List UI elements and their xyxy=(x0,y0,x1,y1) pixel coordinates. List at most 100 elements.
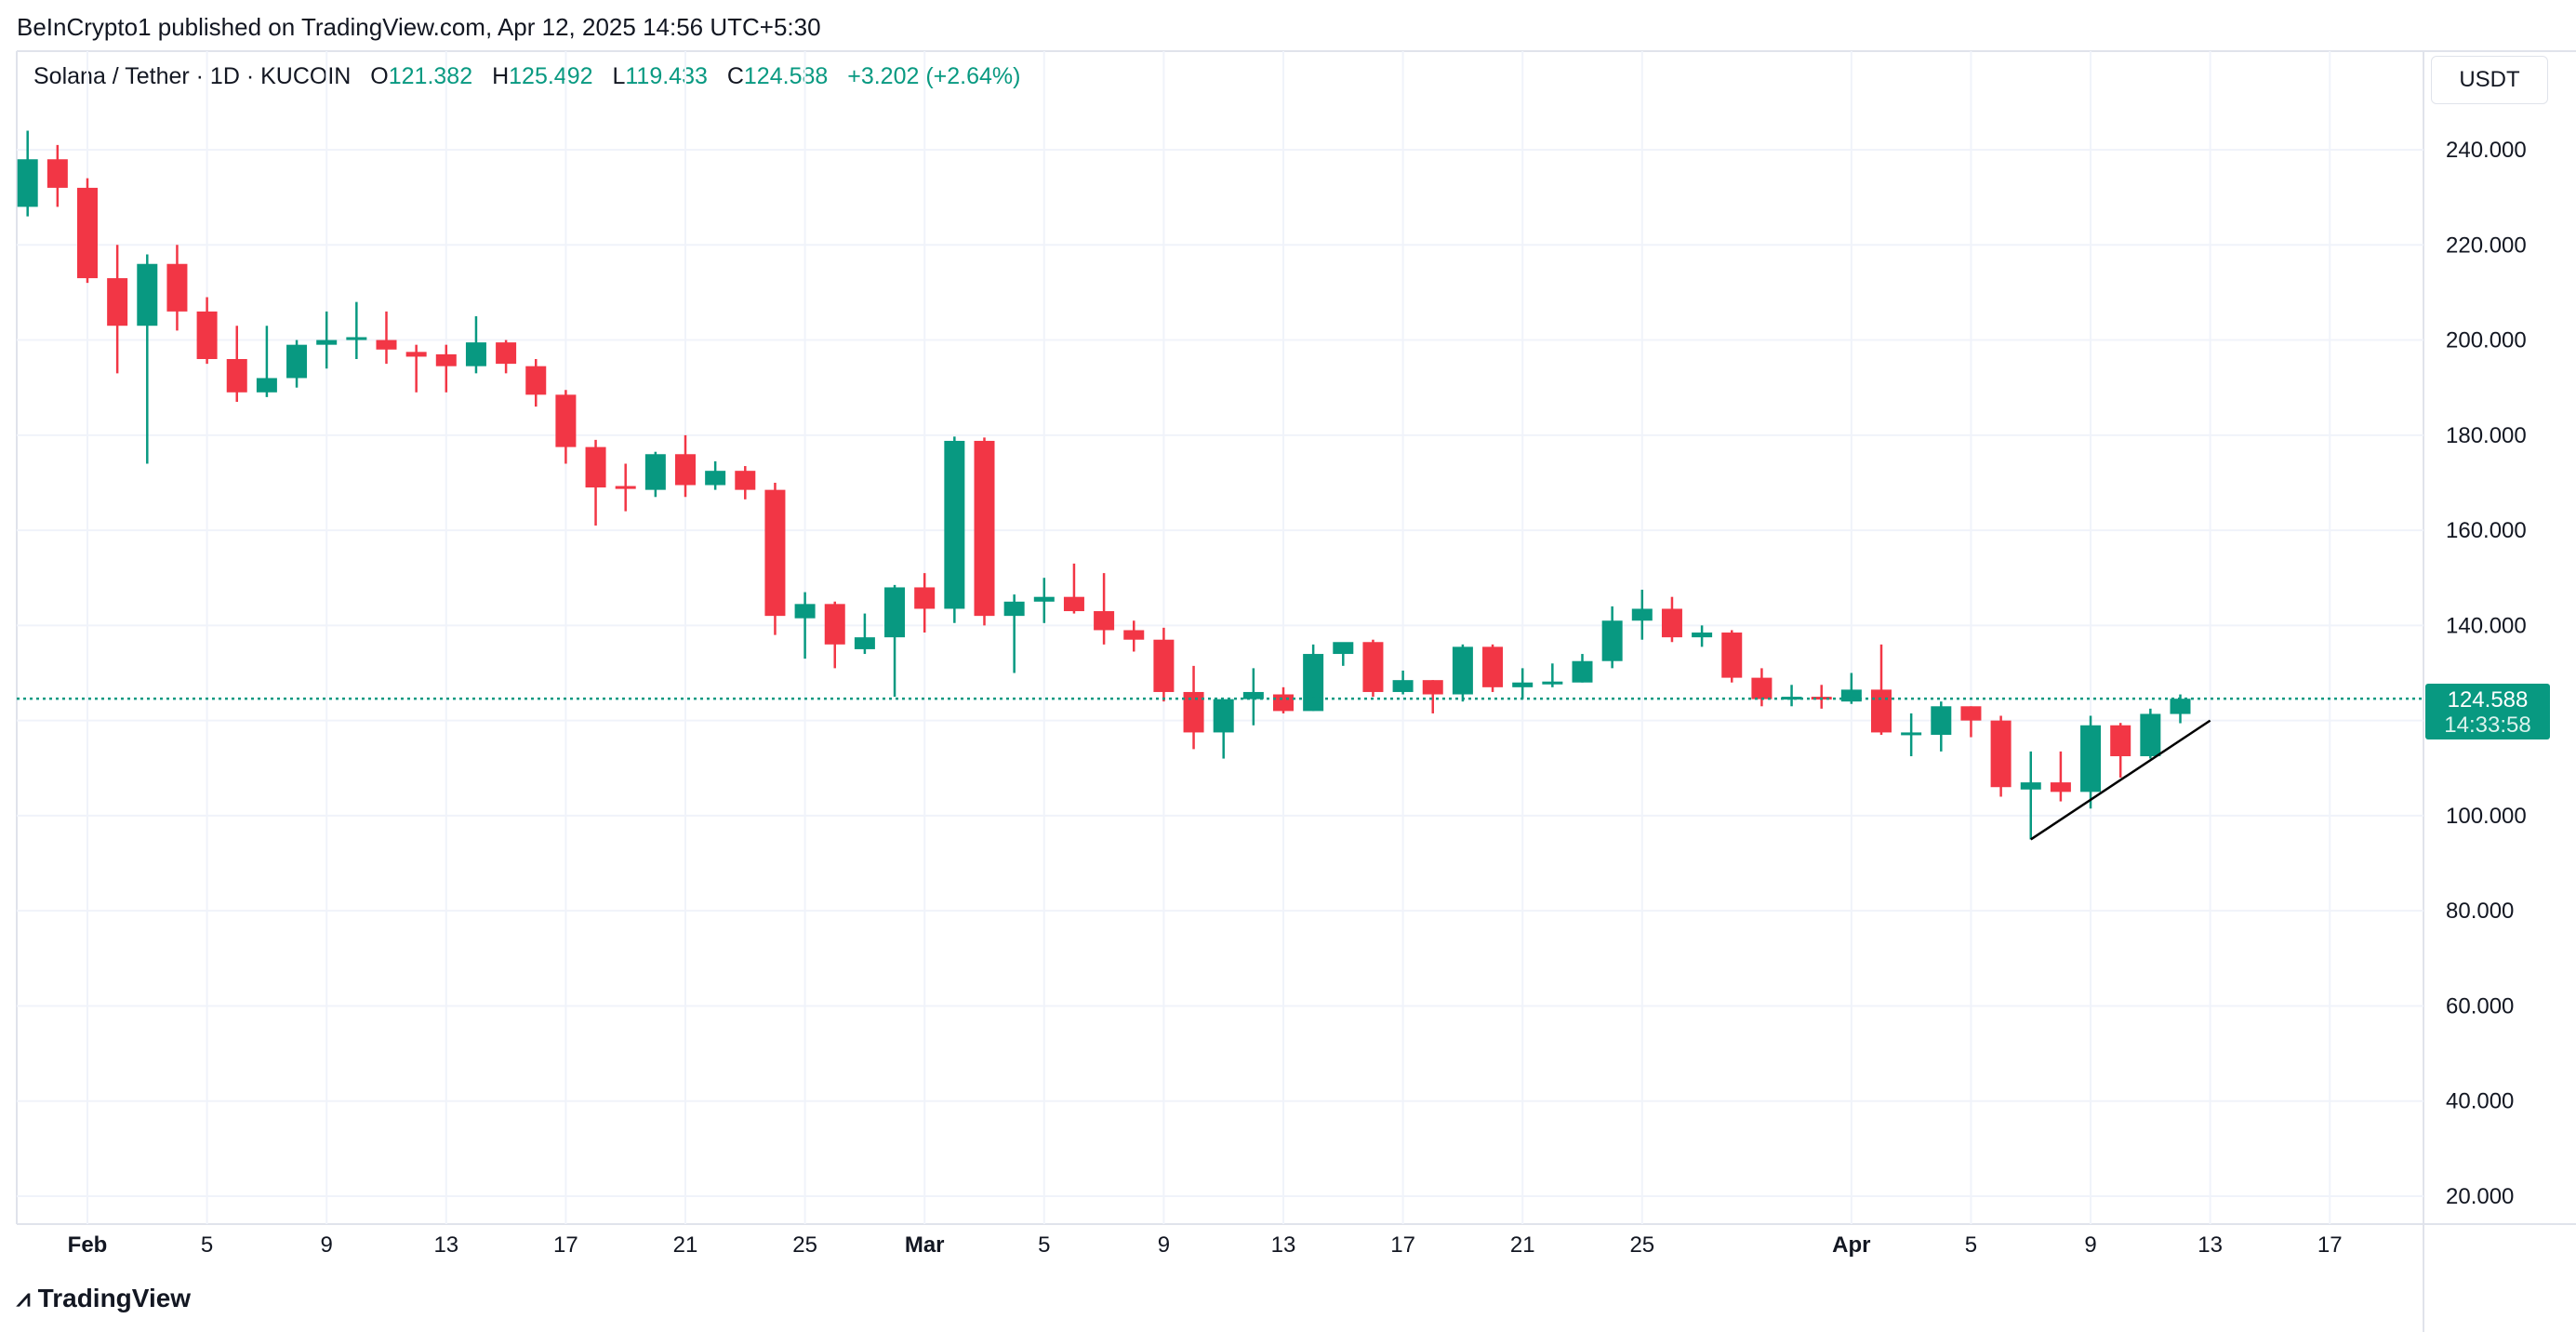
candle-body xyxy=(884,587,906,638)
price-tick-label: 80.000 xyxy=(2446,899,2514,924)
candle-2025-03-25 xyxy=(1631,590,1653,640)
candle-2025-04-01 xyxy=(1840,673,1862,704)
candle-2025-03-05 xyxy=(1033,578,1055,623)
open-value: 121.382 xyxy=(388,63,473,89)
candle-2025-02-14 xyxy=(465,315,486,374)
candle-body xyxy=(1721,633,1743,678)
high-value: 125.492 xyxy=(509,63,593,89)
candle-2025-03-19 xyxy=(1452,644,1473,702)
candle-body xyxy=(1003,601,1025,617)
price-tick-label: 160.000 xyxy=(2446,518,2527,543)
candle-2025-03-16 xyxy=(1362,639,1384,698)
time-tick-label: 5 xyxy=(1965,1232,1977,1258)
symbol-title[interactable]: Solana / Tether · 1D · KUCOIN xyxy=(33,63,352,89)
grid xyxy=(16,50,2576,1332)
price-axis[interactable]: 240.000 220.000 200.000 180.000 160.000 140.0… xyxy=(2446,138,2527,1209)
candle-body xyxy=(17,159,38,207)
candle-body xyxy=(1362,642,1384,692)
candle-2025-02-27 xyxy=(854,613,875,655)
close-label: C xyxy=(726,63,744,89)
last-price-box xyxy=(2425,684,2550,739)
candle-body xyxy=(1333,642,1354,655)
price-tick-label: 200.000 xyxy=(2446,328,2527,353)
price-tick-label: 40.000 xyxy=(2446,1089,2514,1114)
candle-body xyxy=(1542,681,1563,685)
candle-2025-02-25 xyxy=(794,592,816,659)
candle-body xyxy=(196,311,218,359)
candle-body xyxy=(2080,725,2102,793)
candle-body xyxy=(77,187,98,279)
low-label: L xyxy=(612,63,626,89)
candle-body xyxy=(1183,691,1204,733)
time-axis[interactable]: Feb 5 9 13 17 21 25 Mar 5 9 13 17 21 25 Apr 5 9 13 17 xyxy=(68,1232,2343,1258)
candle-body xyxy=(376,340,397,350)
candle-2025-02-08 xyxy=(286,340,308,388)
time-tick-label: 17 xyxy=(2317,1232,2343,1258)
candle-body xyxy=(1931,706,1952,735)
candle-body xyxy=(1960,706,1982,721)
candle-2025-02-09 xyxy=(316,311,338,369)
bar-countdown: 14:33:58 xyxy=(2444,713,2530,738)
candle-2025-02-13 xyxy=(435,344,457,393)
candle-2025-03-08 xyxy=(1123,620,1145,652)
candle-body xyxy=(914,587,936,609)
time-tick-label: 5 xyxy=(201,1232,213,1258)
candle-2025-03-06 xyxy=(1063,563,1084,614)
candle-2025-03-21 xyxy=(1512,668,1534,699)
candle-body xyxy=(166,263,188,312)
price-tick-label: 180.000 xyxy=(2446,423,2527,448)
candle-body xyxy=(1303,654,1324,712)
candle-body xyxy=(1153,639,1175,692)
candle-2025-02-05 xyxy=(196,297,218,365)
candle-body xyxy=(1063,596,1084,612)
price-tick-label: 220.000 xyxy=(2446,233,2527,258)
candle-body xyxy=(1213,699,1234,733)
candle-body xyxy=(1482,646,1504,687)
candle-body xyxy=(854,637,875,649)
candle-2025-03-22 xyxy=(1542,663,1563,687)
candle-body xyxy=(256,378,277,393)
candle-2025-02-01 xyxy=(77,178,98,284)
candle-2025-03-23 xyxy=(1572,654,1593,683)
publish-info: BeInCrypto1 published on TradingView.com… xyxy=(17,13,821,41)
candle-body xyxy=(615,486,636,489)
candle-body xyxy=(1572,660,1593,683)
low-value: 119.433 xyxy=(625,63,708,89)
candle-body xyxy=(1871,689,1892,733)
candle-2025-02-15 xyxy=(496,340,517,374)
time-tick-label: 13 xyxy=(433,1232,458,1258)
candle-body xyxy=(1840,689,1862,702)
candle-2025-03-02 xyxy=(944,436,965,623)
price-tick-label: 240.000 xyxy=(2446,138,2527,163)
candle-body xyxy=(2020,782,2041,790)
candle-body xyxy=(974,440,995,617)
candle-2025-03-26 xyxy=(1661,596,1682,643)
candle-body xyxy=(944,440,965,609)
candle-body xyxy=(2050,782,2071,793)
time-tick-label: Mar xyxy=(905,1232,945,1258)
candle-body xyxy=(764,489,786,617)
price-tick-label: 100.000 xyxy=(2446,804,2527,829)
candle-body xyxy=(1631,608,1653,621)
candle-2025-01-31 xyxy=(46,144,68,207)
candle-body xyxy=(824,604,845,645)
candle-body xyxy=(2170,699,2191,714)
time-tick-label: 25 xyxy=(1629,1232,1654,1258)
candle-2025-04-04 xyxy=(1931,701,1952,752)
candles xyxy=(17,130,2191,840)
symbol-legend: Solana / Tether · 1D · KUCOIN O121.382 H… xyxy=(33,63,1020,90)
tradingview-logo[interactable]: ⩘ TradingView xyxy=(17,1284,191,1313)
time-tick-label: 9 xyxy=(1158,1232,1170,1258)
candle-2025-04-02 xyxy=(1871,644,1892,735)
candle-body xyxy=(644,454,666,490)
brand-name: TradingView xyxy=(37,1284,192,1312)
last-price-value: 124.588 xyxy=(2448,687,2529,713)
currency-button[interactable]: USDT xyxy=(2431,56,2548,104)
candle-2025-02-03 xyxy=(137,254,158,464)
candle-2025-02-16 xyxy=(525,359,547,407)
candle-body xyxy=(794,604,816,619)
time-tick-label: 9 xyxy=(321,1232,333,1258)
candle-body xyxy=(107,278,128,326)
candle-body xyxy=(346,337,367,340)
